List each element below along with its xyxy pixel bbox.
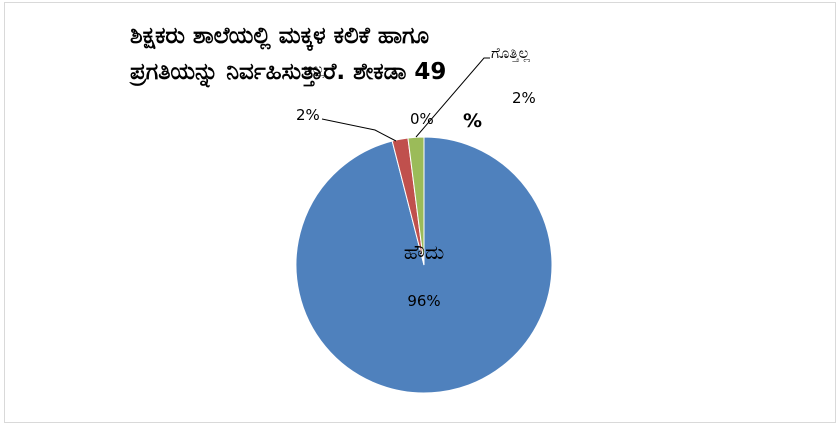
- chart-title-line-2: ಪ್ರಗತಿಯನ್ನು ನಿರ್ವಹಿಸುತ್ತಾರೆ. ಶೇಕಡಾ 49: [130, 59, 447, 85]
- slice-pct-unknown: 2%: [512, 89, 536, 107]
- percent-sign: %: [463, 110, 482, 132]
- chart-title-line-1: ಶಿಕ್ಷಕರು ಶಾಲೆಯಲ್ಲಿ ಮಕ್ಕಳ ಕಲಿಕೆ ಹಾಗೂ: [130, 23, 430, 49]
- leader-line-unknown: [415, 57, 490, 138]
- slice-pct-yes: 96%: [407, 292, 440, 310]
- extra-zero-label: 0%: [410, 110, 434, 128]
- slice-label-no: ಇಲ್ಲ: [303, 60, 325, 78]
- leader-line-no: [321, 118, 397, 142]
- pie-slice-unknown: [407, 136, 425, 266]
- chart-title: ಶಿಕ್ಷಕರು ಶಾಲೆಯಲ್ಲಿ ಮಕ್ಕಳ ಕಲಿಕೆ ಹಾಗೂ ಪ್ರಗ…: [130, 18, 830, 90]
- slice-pct-no: 2%: [296, 106, 320, 124]
- slice-label-unknown: ಗೊತ್ತಿಲ್ಲ: [491, 44, 530, 62]
- slice-label-yes: ಹೌದು: [404, 240, 445, 264]
